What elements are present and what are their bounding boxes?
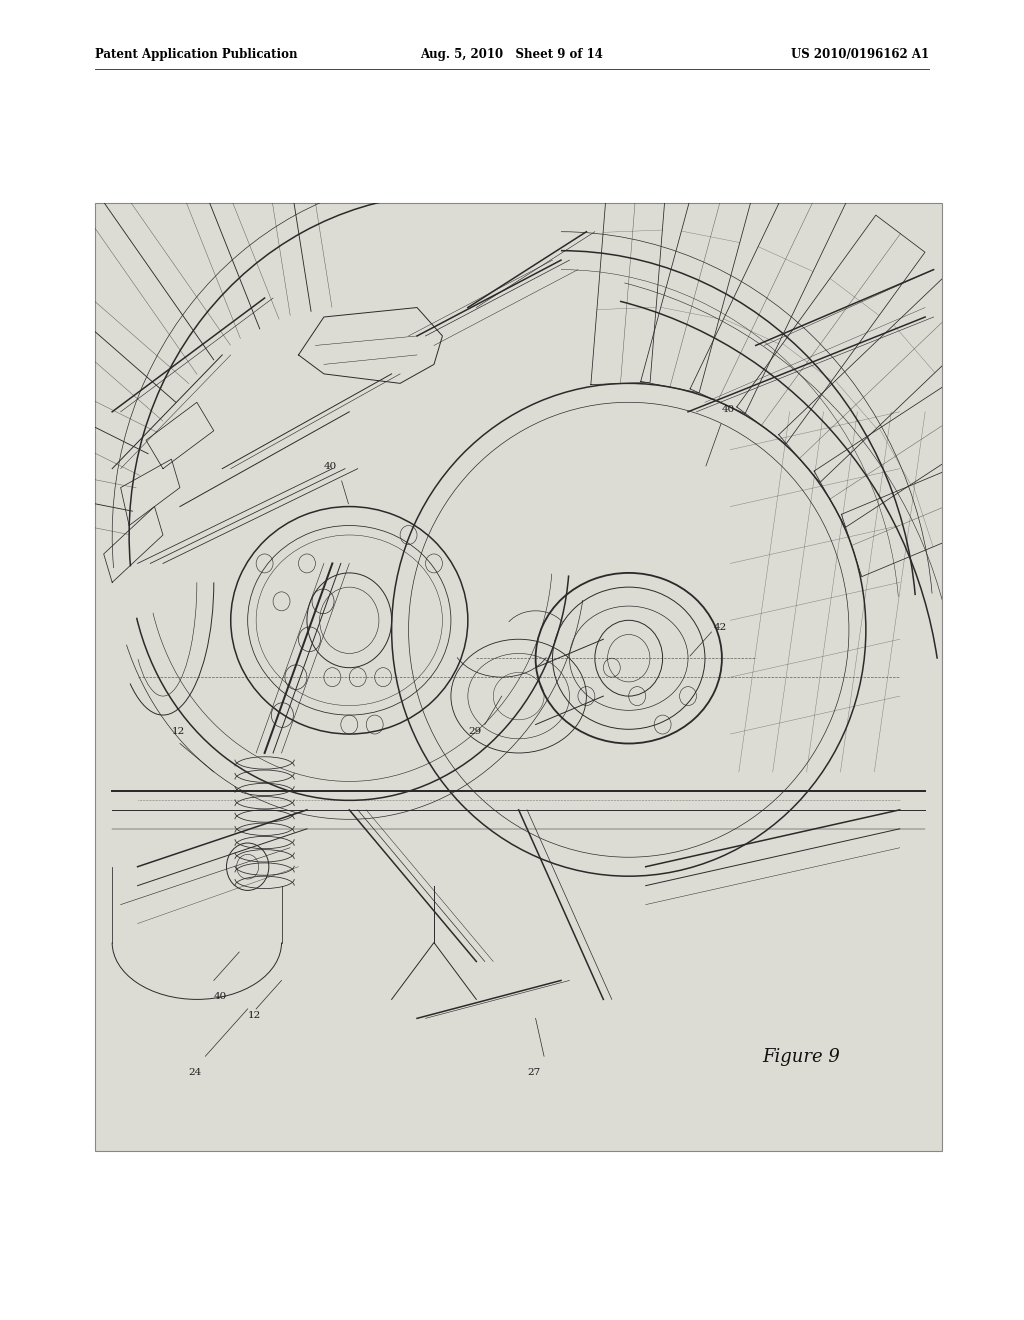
Text: 40: 40 — [214, 993, 227, 1002]
FancyBboxPatch shape — [95, 203, 942, 1151]
Text: 12: 12 — [248, 1011, 261, 1020]
Text: 40: 40 — [324, 462, 337, 471]
Text: 12: 12 — [171, 727, 184, 737]
Polygon shape — [103, 507, 163, 582]
Text: Aug. 5, 2010   Sheet 9 of 14: Aug. 5, 2010 Sheet 9 of 14 — [421, 48, 603, 61]
Text: 40: 40 — [722, 405, 735, 413]
Polygon shape — [146, 403, 214, 469]
Text: 42: 42 — [714, 623, 727, 632]
Text: Patent Application Publication: Patent Application Publication — [95, 48, 298, 61]
Text: US 2010/0196162 A1: US 2010/0196162 A1 — [791, 48, 929, 61]
Text: 27: 27 — [527, 1068, 541, 1077]
Text: Figure 9: Figure 9 — [763, 1048, 841, 1065]
Polygon shape — [121, 459, 180, 525]
Text: 29: 29 — [468, 727, 481, 737]
Text: 24: 24 — [188, 1068, 202, 1077]
